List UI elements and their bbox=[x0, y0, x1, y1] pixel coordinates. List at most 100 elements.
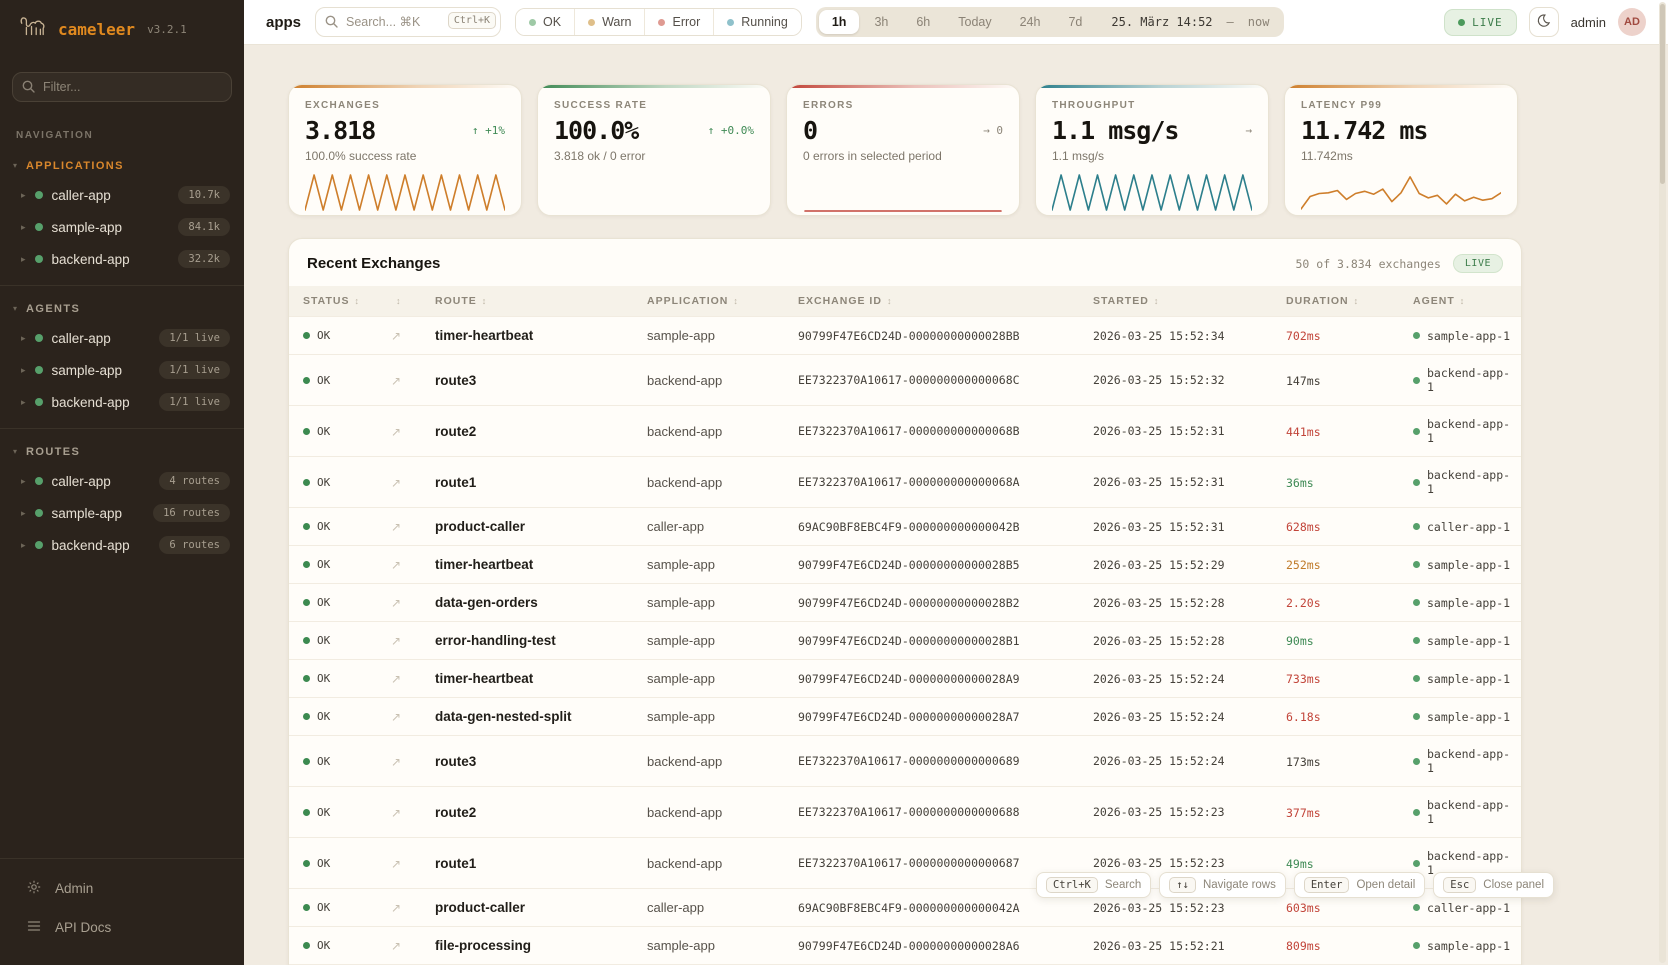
open-exchange-button[interactable]: ↗ bbox=[391, 507, 435, 546]
stat-card-success-rate[interactable]: SUCCESS RATE 100.0% ↑ +0.0% 3.818 ok / 0 er… bbox=[537, 84, 771, 216]
open-exchange-button[interactable]: ↗ bbox=[391, 697, 435, 736]
status-dot bbox=[34, 477, 43, 485]
sidebar-item-routes-sample-app[interactable]: ▸ sample-app 16 routes bbox=[0, 497, 244, 529]
table-row[interactable]: OK ↗ route2 backend-app EE7322370A10617-0000… bbox=[289, 786, 1521, 838]
table-row[interactable]: OK ↗ route1 backend-app EE7322370A10617-0000… bbox=[289, 456, 1521, 508]
status-filter-ok[interactable]: OK bbox=[516, 9, 575, 35]
open-exchange-button[interactable]: ↗ bbox=[391, 405, 435, 457]
duration-cell: 173ms bbox=[1286, 735, 1413, 787]
chevron-right-icon: ▸ bbox=[21, 507, 26, 518]
section-header-routes[interactable]: ▾ ROUTES bbox=[0, 437, 244, 465]
table-row[interactable]: OK ↗ data-gen-orders sample-app 90799F47E6CD… bbox=[289, 583, 1521, 622]
open-exchange-button[interactable]: ↗ bbox=[391, 888, 435, 927]
started-cell: 2026-03-25 15:52:24 bbox=[1093, 659, 1286, 698]
column-label: ROUTE bbox=[435, 295, 477, 307]
sort-icon: ↕ bbox=[396, 296, 402, 306]
status-filter-label: OK bbox=[543, 15, 562, 29]
open-exchange-button[interactable]: ↗ bbox=[391, 926, 435, 965]
range-button-1h[interactable]: 1h bbox=[818, 10, 860, 34]
status-filter-error[interactable]: Error bbox=[644, 9, 714, 35]
range-button-24h[interactable]: 24h bbox=[1007, 10, 1054, 34]
column-header-application[interactable]: APPLICATION ↕ bbox=[647, 286, 798, 317]
application-cell: sample-app bbox=[647, 316, 798, 355]
open-exchange-button[interactable]: ↗ bbox=[391, 621, 435, 660]
stat-card-exchanges[interactable]: EXCHANGES 3.818 ↑ +1% 100.0% success rate bbox=[288, 84, 522, 216]
open-exchange-button[interactable]: ↗ bbox=[391, 583, 435, 622]
column-header-agent[interactable]: AGENT ↕ bbox=[1413, 286, 1521, 317]
search-shortcut-kbd: Ctrl+K bbox=[447, 12, 497, 29]
column-header-exchange-id[interactable]: EXCHANGE ID ↕ bbox=[798, 286, 1093, 317]
count-badge: 16 routes bbox=[153, 504, 230, 522]
column-header-duration[interactable]: DURATION ↕ bbox=[1286, 286, 1413, 317]
table-header: STATUS ↕ ↕ ROUTE ↕ APPLICATION ↕ EXCHANGE ID ↕ ST… bbox=[289, 286, 1521, 317]
theme-toggle-button[interactable] bbox=[1528, 7, 1559, 37]
column-header-started[interactable]: STARTED ↕ bbox=[1093, 286, 1286, 317]
scrollbar[interactable] bbox=[1659, 2, 1666, 963]
exchange-id-cell: 90799F47E6CD24D-00000000000028B1 bbox=[798, 621, 1093, 660]
footer-item-admin[interactable]: Admin bbox=[0, 869, 244, 908]
section-header-applications[interactable]: ▾ APPLICATIONS bbox=[0, 151, 244, 179]
sidebar-item-routes-caller-app[interactable]: ▸ caller-app 4 routes bbox=[0, 465, 244, 497]
keyboard-hint-close-panel: Esc Close panel bbox=[1433, 872, 1554, 898]
status-cell: OK bbox=[289, 583, 391, 622]
range-button-3h[interactable]: 3h bbox=[861, 10, 901, 34]
agent-name: sample-app-1 bbox=[1427, 671, 1511, 686]
stat-card-latency-p99[interactable]: LATENCY P99 11.742 ms 11.742ms bbox=[1284, 84, 1518, 216]
column-header-status[interactable]: STATUS ↕ bbox=[289, 286, 391, 317]
external-link-icon: ↗ bbox=[391, 856, 402, 871]
sidebar-item-routes-backend-app[interactable]: ▸ backend-app 6 routes bbox=[0, 529, 244, 561]
table-row[interactable]: OK ↗ timer-heartbeat sample-app 90799F47E6CD… bbox=[289, 659, 1521, 698]
open-exchange-button[interactable]: ↗ bbox=[391, 659, 435, 698]
open-exchange-button[interactable]: ↗ bbox=[391, 354, 435, 406]
sidebar-item-applications-backend-app[interactable]: ▸ backend-app 32.2k bbox=[0, 243, 244, 275]
open-exchange-button[interactable]: ↗ bbox=[391, 316, 435, 355]
sidebar-item-agents-caller-app[interactable]: ▸ caller-app 1/1 live bbox=[0, 322, 244, 354]
table-row[interactable]: OK ↗ route1 backend-app EE7322370A10617-0000… bbox=[289, 837, 1521, 889]
section-header-agents[interactable]: ▾ AGENTS bbox=[0, 294, 244, 322]
duration-value: 702ms bbox=[1286, 329, 1321, 343]
filter-input[interactable] bbox=[12, 72, 232, 102]
scrollbar-thumb[interactable] bbox=[1660, 4, 1665, 184]
status-cell: OK bbox=[289, 507, 391, 546]
range-button-today[interactable]: Today bbox=[945, 10, 1004, 34]
table-row[interactable]: OK ↗ file-processing sample-app 90799F47E6CD… bbox=[289, 926, 1521, 965]
table-row[interactable]: OK ↗ timer-heartbeat sample-app 90799F47E6CD… bbox=[289, 316, 1521, 355]
sidebar-item-agents-backend-app[interactable]: ▸ backend-app 1/1 live bbox=[0, 386, 244, 418]
sidebar-item-applications-caller-app[interactable]: ▸ caller-app 10.7k bbox=[0, 179, 244, 211]
table-row[interactable]: OK ↗ error-handling-test sample-app 90799F47… bbox=[289, 621, 1521, 660]
status-ok-dot bbox=[303, 904, 310, 911]
table-row[interactable]: OK ↗ route2 backend-app EE7322370A10617-0000… bbox=[289, 405, 1521, 457]
table-row[interactable]: OK ↗ data-gen-nested-split sample-app 90799F… bbox=[289, 697, 1521, 736]
footer-item-api-docs[interactable]: API Docs bbox=[0, 908, 244, 947]
column-header-open[interactable]: ↕ bbox=[391, 286, 435, 317]
sidebar-item-agents-sample-app[interactable]: ▸ sample-app 1/1 live bbox=[0, 354, 244, 386]
table-row[interactable]: OK ↗ product-caller caller-app 69AC90BF8EBC4… bbox=[289, 507, 1521, 546]
status-filter-running[interactable]: Running bbox=[713, 9, 801, 35]
range-button-6h[interactable]: 6h bbox=[903, 10, 943, 34]
open-exchange-button[interactable]: ↗ bbox=[391, 735, 435, 787]
started-cell: 2026-03-25 15:52:31 bbox=[1093, 456, 1286, 508]
status-ok-dot bbox=[303, 523, 310, 530]
column-label: AGENT bbox=[1413, 295, 1455, 307]
open-exchange-button[interactable]: ↗ bbox=[391, 456, 435, 508]
open-exchange-button[interactable]: ↗ bbox=[391, 786, 435, 838]
column-header-route[interactable]: ROUTE ↕ bbox=[435, 286, 647, 317]
stat-card-errors[interactable]: ERRORS 0 → 0 0 errors in selected period bbox=[786, 84, 1020, 216]
open-exchange-button[interactable]: ↗ bbox=[391, 545, 435, 584]
range-button-7d[interactable]: 7d bbox=[1055, 10, 1095, 34]
open-exchange-button[interactable]: ↗ bbox=[391, 837, 435, 889]
table-row[interactable]: OK ↗ timer-heartbeat sample-app 90799F47E6CD… bbox=[289, 545, 1521, 584]
sidebar-sections: ▾ APPLICATIONS ▸ caller-app 10.7k ▸ sample-app… bbox=[0, 143, 244, 571]
agent-name: backend-app-1 bbox=[1427, 366, 1511, 394]
sidebar-item-applications-sample-app[interactable]: ▸ sample-app 84.1k bbox=[0, 211, 244, 243]
started-cell: 2026-03-25 15:52:31 bbox=[1093, 405, 1286, 457]
avatar[interactable]: AD bbox=[1618, 8, 1646, 36]
status-filter-warn[interactable]: Warn bbox=[574, 9, 645, 35]
camel-logo-icon bbox=[16, 13, 48, 46]
route-cell: timer-heartbeat bbox=[435, 545, 647, 584]
keyboard-hint-open-detail: Enter Open detail bbox=[1293, 872, 1426, 898]
stat-card-throughput[interactable]: THROUGHPUT 1.1 msg/s → 1.1 msg/s bbox=[1035, 84, 1269, 216]
table-row[interactable]: OK ↗ route3 backend-app EE7322370A10617-0000… bbox=[289, 354, 1521, 406]
table-row[interactable]: OK ↗ route3 backend-app EE7322370A10617-0000… bbox=[289, 735, 1521, 787]
live-toggle-button[interactable]: LIVE bbox=[1444, 8, 1517, 36]
